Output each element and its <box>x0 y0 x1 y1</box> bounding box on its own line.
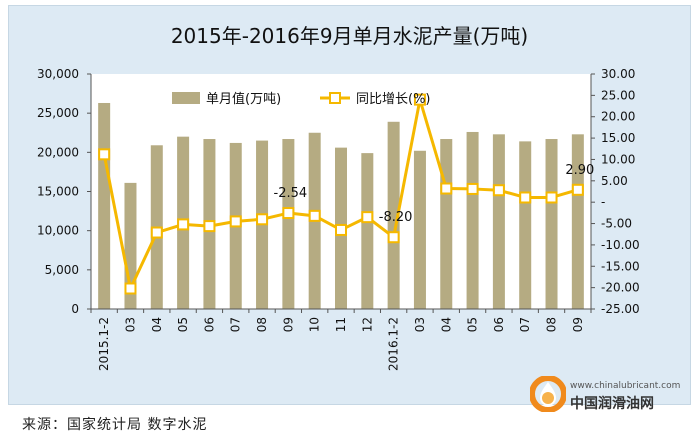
x-tick-label-8: 10 <box>308 317 322 332</box>
x-tick-label-4: 06 <box>202 317 216 332</box>
x-tick-label-6: 08 <box>255 317 269 332</box>
x-tick-label-10: 12 <box>360 317 374 332</box>
legend-line-marker <box>329 92 341 104</box>
growth-point-14 <box>466 182 479 195</box>
y-left-tick-label-3: 15,000 <box>37 185 79 199</box>
growth-point-3 <box>177 218 190 231</box>
bar-17 <box>545 139 558 309</box>
bar-14 <box>466 131 479 309</box>
y-left-tick-label-6: 30,000 <box>37 67 79 81</box>
legend-line-label: 同比增长(%) <box>356 92 431 107</box>
data-label-0: -2.54 <box>274 186 308 201</box>
growth-point-5 <box>229 215 242 228</box>
chart-title: 2015年-2016年9月单月水泥产量(万吨) <box>170 24 529 48</box>
x-tick-label-7: 09 <box>281 317 295 332</box>
brand-name: 中国润滑油网 <box>570 396 654 412</box>
x-tick-label-2: 04 <box>150 317 164 332</box>
x-tick-label-11: 2016.1-2 <box>387 317 401 371</box>
y-left-tick-label-2: 10,000 <box>37 224 79 238</box>
growth-point-16 <box>519 191 532 204</box>
x-tick-label-5: 07 <box>229 317 243 332</box>
growth-point-8 <box>308 209 321 222</box>
bar-15 <box>492 134 505 309</box>
growth-point-7 <box>282 207 295 220</box>
brand-watermark: www.chinalubricant.com 中国润滑油网 <box>530 376 695 416</box>
x-tick-label-15: 06 <box>492 317 506 332</box>
data-label-2: 2.90 <box>565 163 594 178</box>
x-tick-label-0: 2015.1-2 <box>97 317 111 371</box>
bar-11 <box>387 121 400 310</box>
bar-16 <box>519 141 532 309</box>
y-left-tick-label-0: 0 <box>71 302 79 316</box>
y-right-tick-label-7: 10.00 <box>601 152 635 166</box>
x-tick-label-13: 04 <box>439 317 453 332</box>
y-left-tick-label-4: 20,000 <box>37 145 79 159</box>
legend-bar-swatch <box>172 92 200 104</box>
x-tick-label-9: 11 <box>334 317 348 332</box>
bar-10 <box>361 153 374 309</box>
growth-point-9 <box>335 223 347 236</box>
growth-point-12 <box>413 93 426 106</box>
y-right-tick-label-3: -10.00 <box>601 238 640 252</box>
y-right-tick-label-8: 15.00 <box>601 131 635 145</box>
y-right-tick-label-0: -25.00 <box>601 302 640 316</box>
y-right-tick-label-11: 30.00 <box>601 67 635 81</box>
growth-point-17 <box>545 191 558 204</box>
legend-bar-label: 单月值(万吨) <box>206 91 281 107</box>
source-note: 来源：国家统计局 数字水泥 <box>22 417 208 433</box>
y-right-tick-label-2: -15.00 <box>601 259 640 273</box>
x-tick-label-18: 09 <box>571 317 585 332</box>
x-tick-label-12: 03 <box>413 317 427 332</box>
y-right-tick-label-4: -5.00 <box>601 217 632 231</box>
y-left-tick-label-5: 25,000 <box>37 106 79 120</box>
bar-0 <box>98 102 111 309</box>
growth-point-2 <box>150 226 163 239</box>
y-right-tick-label-5: - <box>601 195 605 209</box>
x-tick-label-3: 05 <box>176 317 190 332</box>
growth-point-4 <box>203 220 216 233</box>
bar-13 <box>440 139 453 309</box>
x-tick-label-16: 07 <box>518 317 532 332</box>
bar-18 <box>571 134 584 309</box>
growth-point-11 <box>387 231 400 244</box>
y-right-tick-label-9: 20.00 <box>601 110 635 124</box>
growth-point-0 <box>98 148 111 161</box>
lubricant-drop-logo-icon <box>530 376 566 412</box>
x-tick-label-1: 03 <box>123 317 137 332</box>
growth-point-10 <box>361 211 374 224</box>
data-label-1: -8.20 <box>379 210 413 225</box>
growth-point-18 <box>571 183 584 196</box>
brand-url: www.chinalubricant.com <box>570 381 681 391</box>
growth-point-15 <box>492 184 505 197</box>
x-tick-label-17: 08 <box>545 317 559 332</box>
bar-7 <box>282 139 295 309</box>
growth-point-13 <box>440 182 453 195</box>
y-right-tick-label-6: 5.00 <box>601 174 628 188</box>
growth-point-1 <box>124 282 137 295</box>
growth-point-6 <box>256 213 269 226</box>
y-left-tick-label-1: 5,000 <box>45 263 79 277</box>
bar-12 <box>413 150 426 309</box>
y-right-tick-label-1: -20.00 <box>601 281 640 295</box>
x-tick-label-14: 05 <box>466 317 480 332</box>
y-right-tick-label-10: 25.00 <box>601 88 635 102</box>
